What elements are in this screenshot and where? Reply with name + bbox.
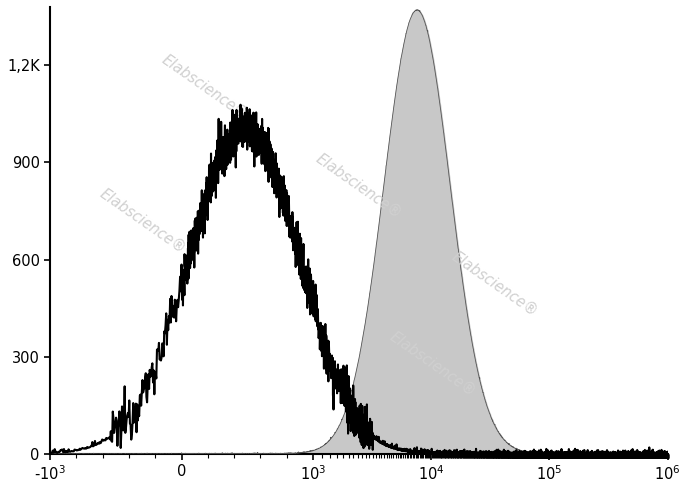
Text: Elabscience®: Elabscience® <box>449 249 541 319</box>
Text: Elabscience®: Elabscience® <box>97 186 189 257</box>
Text: Elabscience®: Elabscience® <box>313 150 405 221</box>
Text: Elabscience®: Elabscience® <box>159 52 250 122</box>
Text: Elabscience®: Elabscience® <box>387 329 479 400</box>
